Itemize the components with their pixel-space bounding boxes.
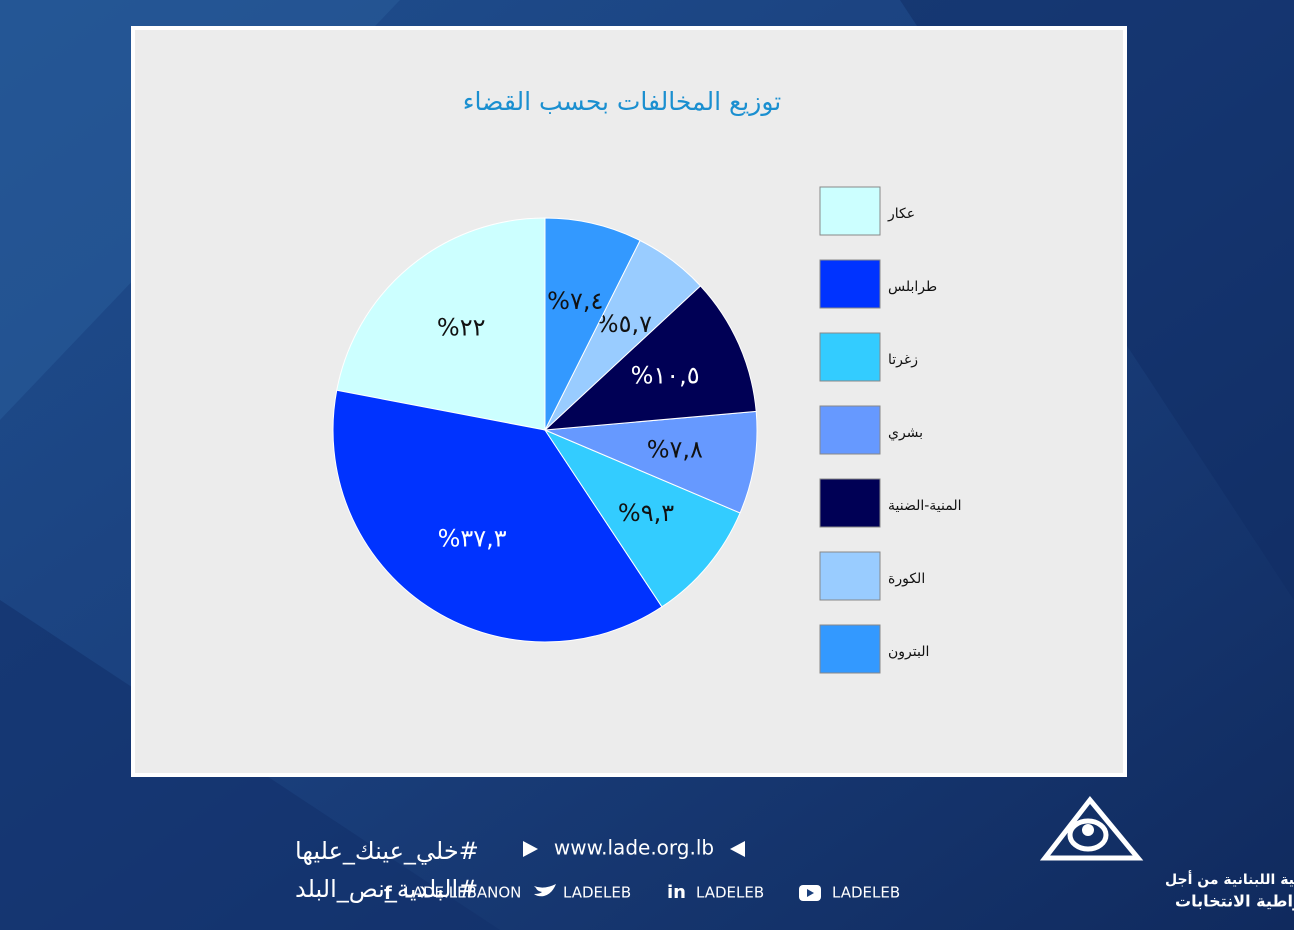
legend-label: المنية-الضنية — [888, 498, 962, 514]
social-handle[interactable]: LADELEB — [832, 884, 900, 902]
legend-label: بشري — [888, 425, 923, 441]
data-label: %٧,٤ — [547, 287, 603, 315]
logo — [1039, 796, 1144, 861]
legend-swatch — [819, 405, 881, 455]
legend-label: البترون — [888, 644, 929, 660]
legend-label: زغرتا — [888, 352, 918, 368]
org-name: ديمقراطية الانتخابات — [1175, 892, 1294, 911]
data-label: %٢٢ — [437, 314, 486, 342]
data-label: %٥,٧ — [596, 310, 652, 338]
pie-slice — [543, 285, 757, 431]
facebook-icon: f — [384, 883, 392, 904]
twitter-icon — [534, 884, 556, 897]
youtube-icon — [807, 889, 814, 897]
pie-slice — [544, 217, 641, 431]
arrow-icon — [523, 841, 538, 857]
pie-slice — [543, 428, 741, 608]
legend-label: طرابلس — [888, 279, 937, 295]
legend-swatch — [819, 478, 881, 528]
legend-swatch — [819, 551, 881, 601]
social-handle[interactable]: LADELEB — [696, 884, 764, 902]
legend-label: عكار — [887, 206, 915, 222]
legend-swatch — [819, 624, 881, 674]
pie-slice — [544, 410, 758, 514]
logo — [1082, 824, 1094, 836]
arrow-icon — [730, 841, 745, 857]
hashtag: #خلي_عينك_عليها — [295, 837, 479, 865]
data-label: %٧,٨ — [647, 436, 703, 464]
data-label: %٣٧,٣ — [438, 524, 507, 552]
social-handle[interactable]: LADE.LEBANON — [404, 884, 521, 902]
chart-title: توزيع المخالفات بحسب القضاء — [463, 87, 781, 117]
linkedin-icon: in — [667, 882, 686, 903]
pie-slice — [332, 389, 663, 643]
legend-swatch — [819, 259, 881, 309]
org-name: الجمعية اللبنانية من أجل — [1165, 870, 1294, 888]
pie-slice — [336, 217, 546, 431]
legend-label: الكورة — [888, 571, 925, 587]
hashtag: #البلدية_نص_البلد — [295, 875, 478, 903]
social-handle[interactable]: LADELEB — [563, 884, 631, 902]
legend-swatch — [819, 332, 881, 382]
data-label: %٩,٣ — [618, 499, 674, 527]
website[interactable]: www.lade.org.lb — [554, 836, 714, 860]
data-label: %١٠,٥ — [631, 362, 700, 390]
legend-swatch — [819, 186, 881, 236]
